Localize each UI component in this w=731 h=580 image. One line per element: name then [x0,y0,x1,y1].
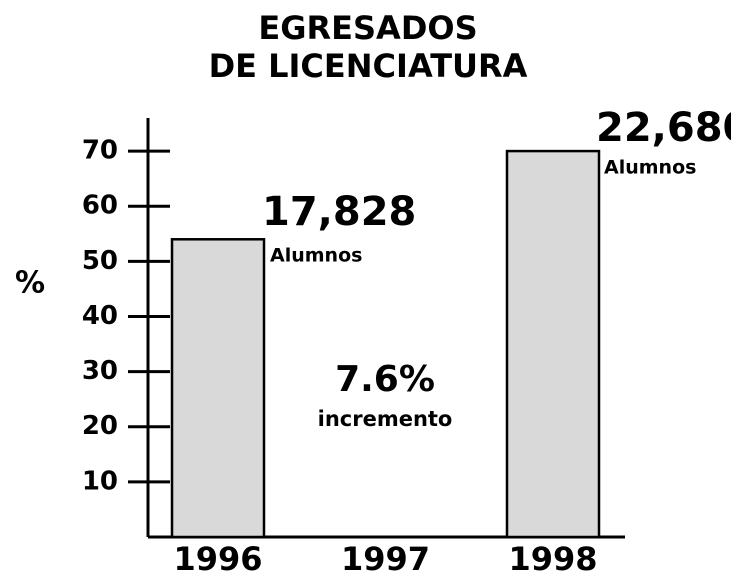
y-tick-label: 50 [82,246,118,276]
x-tick-label: 1996 [173,540,262,578]
annotation: incremento [318,407,453,431]
y-tick-label: 20 [82,411,118,441]
annotation: 22,680 [596,105,731,151]
annotation: Alumnos [604,157,696,179]
y-tick-label: 30 [82,356,118,386]
y-tick-label: 10 [82,466,118,496]
annotation: Alumnos [270,245,362,267]
bar [170,238,266,539]
x-tick-label: 1997 [341,540,430,578]
y-tick-label: 60 [82,191,118,221]
chart-title: EGRESADOS [258,9,477,47]
annotation: 7.6% [335,359,435,400]
bar [505,149,601,539]
y-tick-label: 40 [82,301,118,331]
chart-title: DE LICENCIATURA [209,47,528,85]
y-axis-label: % [15,266,45,301]
y-tick-label: 70 [82,136,118,166]
annotation: 17,828 [262,189,416,235]
x-tick-label: 1998 [508,540,597,578]
